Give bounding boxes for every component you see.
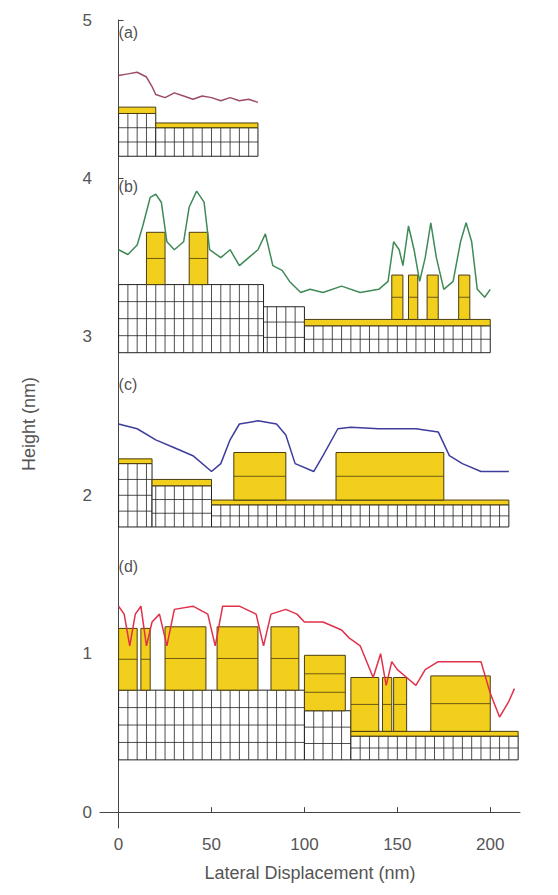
svg-text:0: 0 — [114, 835, 123, 854]
svg-text:150: 150 — [383, 835, 411, 854]
svg-text:1: 1 — [83, 644, 92, 663]
svg-text:(c): (c) — [119, 376, 138, 393]
svg-text:2: 2 — [83, 486, 92, 505]
svg-text:(d): (d) — [119, 558, 139, 575]
svg-text:(a): (a) — [119, 24, 139, 41]
svg-text:0: 0 — [83, 803, 92, 822]
svg-text:4: 4 — [83, 169, 92, 188]
svg-text:5: 5 — [83, 11, 92, 30]
svg-text:3: 3 — [83, 327, 92, 346]
svg-text:Height (nm): Height (nm) — [19, 377, 39, 471]
svg-text:100: 100 — [290, 835, 318, 854]
svg-text:Lateral Displacement (nm): Lateral Displacement (nm) — [204, 863, 415, 883]
svg-text:200: 200 — [476, 835, 504, 854]
svg-text:50: 50 — [202, 835, 221, 854]
svg-text:(b): (b) — [119, 178, 139, 195]
